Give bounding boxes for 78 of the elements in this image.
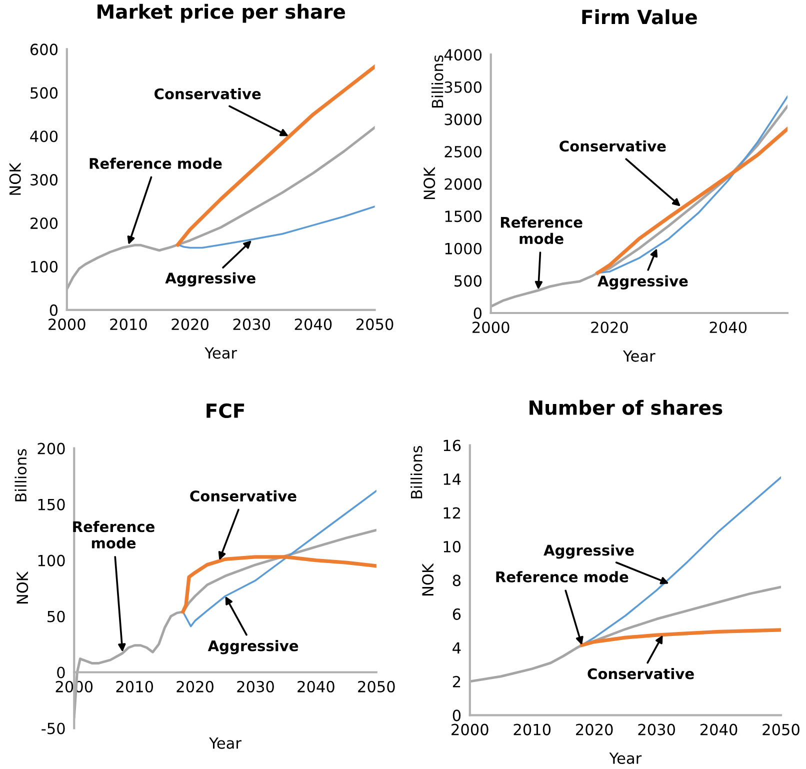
chart-title: Market price per share [98,4,345,23]
y-tick-label: 0 [452,710,461,722]
annotation: Conservative [154,88,261,100]
y-tick-label: 400 [30,130,58,142]
annotation: Reference mode [500,216,582,244]
x-tick-label: 2040 [294,318,332,330]
annotation: Reference mode [496,571,628,582]
x-tick-label: 2010 [116,680,154,692]
annotation: Conservative [190,490,296,502]
text: Billions [14,449,27,502]
y-tick-label: 4 [452,642,461,654]
chart-title: Number of shares [530,400,722,415]
x-tick-label: 2050 [356,318,394,330]
x-axis-title: Year [204,347,238,359]
y-tick-label: 0 [474,307,482,320]
y-axis-title: NOK [424,166,436,200]
annotation: Reference mode [73,520,154,548]
x-tick-label: 2030 [237,680,274,692]
y-tick-label: 4000 [444,49,482,61]
y-tick-label: 0 [50,304,58,316]
x-tick-label: 2020 [172,318,208,330]
text: Billions [410,446,422,498]
y-tick-label: 50 [48,610,65,622]
annotation: Aggressive [598,275,688,290]
y-tick-label: 200 [30,217,58,230]
x-tick-label: 2020 [591,322,628,334]
annotation: Reference mode [90,158,222,169]
annotation: Aggressive [165,272,256,287]
x-tick-label: 2020 [176,680,214,692]
y-tick-label: 10 [444,540,461,552]
y-tick-label: 300 [30,174,58,186]
y-tick-label: 12 [444,507,460,519]
x-axis-title: Year [622,350,656,362]
y-tick-label: 2500 [444,146,482,158]
x-tick-label: 2030 [638,724,675,736]
y-tick-label: 100 [38,554,65,566]
y-tick-label: 100 [31,260,58,272]
x-tick-label: 2020 [576,724,613,736]
y-tick-label: 600 [30,44,58,56]
x-axis-title: Year [609,752,642,764]
y-tick-label: 500 [30,87,58,99]
y-axis-title: NOK [9,162,21,195]
x-tick-label: 2010 [514,724,551,736]
x-tick-label: 2050 [762,724,800,736]
annotation: Conservative [560,140,666,152]
x-tick-label: 2040 [700,724,738,736]
y-tick-label: 6 [452,608,461,620]
y-tick-label: 3000 [444,114,482,126]
annotation: Aggressive [544,544,634,559]
x-tick-label: 2040 [710,322,747,334]
y-tick-label: -50 [42,722,65,734]
chart-title: FCF [206,403,244,418]
chart-title: Firm Value [582,9,697,24]
text: Billions [431,55,444,108]
y-axis-title: NOK [16,571,28,604]
x-tick-label: 2040 [298,680,334,692]
x-tick-label: 2050 [358,680,395,692]
x-tick-label: 2000 [472,322,510,334]
y-tick-label: 3500 [444,81,482,93]
x-axis-title: Year [209,738,242,749]
y-tick-label: 2000 [444,178,482,190]
y-tick-label: 2 [452,676,460,688]
annotation: Aggressive [208,640,298,654]
line-series [182,490,376,628]
y-tick-label: 0 [57,666,65,678]
y-tick-label: 150 [38,498,65,510]
y-tick-label: 200 [38,442,65,454]
x-tick-label: 2030 [233,318,270,330]
line-series [176,206,375,249]
x-tick-label: 2010 [110,318,147,330]
y-tick-label: 500 [454,275,482,287]
annotation: Conservative [588,668,694,680]
y-tick-label: 1000 [445,242,482,254]
y-tick-label: 14 [444,474,461,485]
y-tick-label: 1500 [445,210,482,222]
y-tick-label: 16 [444,440,461,452]
y-tick-label: 8 [452,574,461,586]
y-axis-title: NOK [422,563,434,596]
